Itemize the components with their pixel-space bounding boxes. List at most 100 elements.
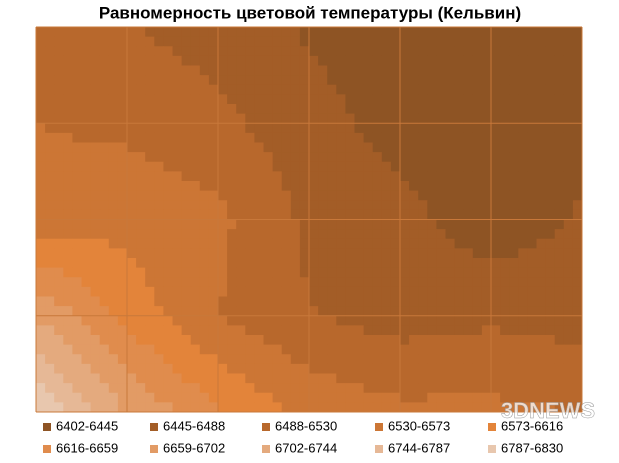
contour-cell	[299, 142, 310, 153]
contour-cell	[199, 46, 210, 57]
contour-cell	[509, 286, 519, 297]
contour-cell	[445, 27, 455, 38]
contour-cell	[345, 46, 355, 57]
contour-cell	[563, 392, 574, 403]
contour-cell	[45, 229, 55, 240]
contour-cell	[500, 238, 510, 249]
contour-cell	[445, 161, 455, 172]
contour-cell	[454, 229, 465, 240]
contour-cell	[363, 190, 374, 201]
contour-cell	[536, 142, 546, 153]
contour-cell	[454, 142, 465, 153]
contour-cell	[90, 27, 101, 38]
contour-cell	[72, 286, 82, 297]
contour-cell	[181, 104, 192, 115]
contour-cell	[472, 383, 483, 394]
contour-cell	[536, 344, 546, 355]
contour-cell	[418, 161, 428, 172]
contour-cell	[536, 132, 546, 143]
contour-cell	[309, 209, 319, 220]
contour-cell	[154, 383, 164, 394]
contour-cell	[154, 152, 164, 163]
legend-label: 6744-6787	[388, 440, 450, 455]
contour-cell	[245, 392, 255, 403]
contour-cell	[154, 36, 164, 47]
contour-cell	[163, 344, 173, 355]
contour-cell	[236, 219, 246, 230]
contour-cell	[172, 142, 182, 153]
contour-cell	[236, 344, 246, 355]
contour-cell	[545, 46, 556, 57]
contour-cell	[518, 286, 528, 297]
contour-cell	[372, 36, 383, 47]
contour-cell	[390, 258, 401, 269]
contour-cell	[45, 402, 55, 413]
contour-cell	[36, 104, 46, 115]
contour-cell	[208, 123, 219, 134]
contour-cell	[181, 46, 192, 57]
contour-cell	[390, 161, 401, 172]
contour-cell	[427, 84, 437, 95]
contour-cell	[63, 190, 73, 201]
contour-cell	[63, 142, 73, 153]
contour-cell	[472, 392, 483, 403]
contour-cell	[390, 363, 401, 374]
contour-cell	[190, 209, 201, 220]
contour-cell	[363, 306, 374, 317]
contour-cell	[254, 65, 264, 76]
contour-cell	[281, 306, 292, 317]
contour-cell	[454, 200, 465, 211]
contour-cell	[545, 132, 556, 143]
contour-cell	[145, 306, 155, 317]
contour-cell	[318, 55, 328, 66]
contour-cell	[299, 65, 310, 76]
contour-cell	[318, 123, 328, 134]
contour-cell	[327, 373, 337, 384]
contour-cell	[372, 152, 383, 163]
contour-cell	[536, 171, 546, 182]
contour-cell	[272, 200, 283, 211]
contour-cell	[154, 402, 164, 413]
contour-cell	[572, 363, 583, 374]
contour-cell	[54, 75, 64, 86]
contour-cell	[108, 209, 119, 220]
contour-cell	[372, 402, 383, 413]
contour-cell	[445, 123, 455, 134]
contour-cell	[54, 190, 64, 201]
contour-cell	[390, 200, 401, 211]
contour-cell	[354, 75, 364, 86]
contour-cell	[572, 238, 583, 249]
contour-cell	[427, 36, 437, 47]
contour-cell	[218, 267, 228, 278]
contour-cell	[390, 123, 401, 134]
contour-cell	[163, 277, 173, 288]
contour-cell	[127, 373, 137, 384]
contour-cell	[545, 238, 556, 249]
contour-cell	[472, 344, 483, 355]
contour-cell	[208, 190, 219, 201]
contour-cell	[181, 354, 192, 365]
contour-cell	[299, 296, 310, 307]
contour-cell	[117, 113, 128, 124]
contour-cell	[381, 286, 392, 297]
contour-cell	[63, 27, 73, 38]
contour-cell	[245, 46, 255, 57]
contour-cell	[254, 392, 264, 403]
contour-cell	[472, 104, 483, 115]
contour-cell	[99, 354, 110, 365]
contour-cell	[117, 123, 128, 134]
contour-cell	[318, 335, 328, 346]
contour-cell	[354, 190, 364, 201]
contour-cell	[108, 335, 119, 346]
contour-cell	[290, 373, 301, 384]
contour-cell	[245, 161, 255, 172]
contour-cell	[281, 27, 292, 38]
contour-cell	[554, 46, 565, 57]
contour-cell	[400, 238, 410, 249]
contour-cell	[527, 161, 537, 172]
contour-cell	[345, 315, 355, 326]
contour-cell	[427, 55, 437, 66]
contour-cell	[390, 325, 401, 336]
contour-cell	[418, 75, 428, 86]
contour-cell	[172, 55, 182, 66]
